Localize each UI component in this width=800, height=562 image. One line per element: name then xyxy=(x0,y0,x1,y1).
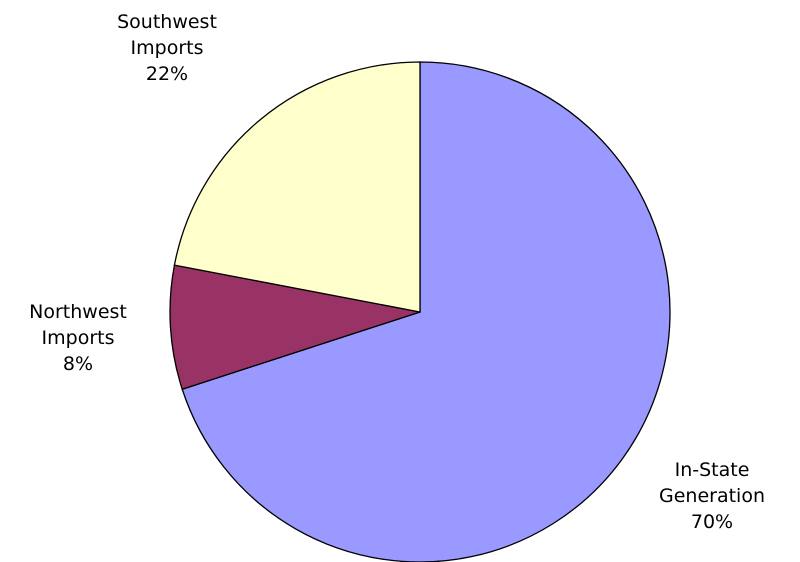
value-label: 70% xyxy=(691,511,733,533)
slice-label: Northwest Imports xyxy=(29,301,127,349)
pie-slice xyxy=(181,61,671,562)
slice-label: Southwest Imports xyxy=(117,11,217,59)
value-label: 8% xyxy=(63,353,93,375)
slice-label: In-State Generation xyxy=(659,459,765,507)
pie-slice xyxy=(169,264,421,391)
pie-slice xyxy=(173,61,421,313)
value-label: 22% xyxy=(146,63,188,85)
